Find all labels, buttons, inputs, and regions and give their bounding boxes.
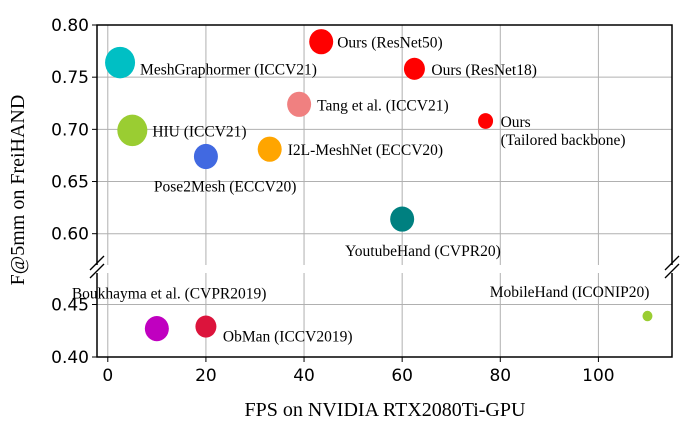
x-tick-label: 80 xyxy=(489,366,511,386)
axis-break-mark xyxy=(664,263,680,279)
point-label: (Tailored backbone) xyxy=(501,132,626,149)
point-label: Pose2Mesh (ECCV20) xyxy=(154,178,297,195)
data-point xyxy=(257,136,282,162)
point-labels: MeshGraphormer (ICCV21) HIU (ICCV21) Pose2… xyxy=(72,35,650,346)
data-point xyxy=(403,57,425,80)
points xyxy=(105,29,653,342)
y-tick-label: 0.65 xyxy=(51,173,89,193)
point-label: YoutubeHand (CVPR20) xyxy=(345,243,501,260)
data-point xyxy=(195,315,217,338)
axis-break-mark xyxy=(89,255,105,271)
axes: 0 20 40 60 80 100 0.60 0.65 0.70 0.75 0.80 0.40 0.45 xyxy=(51,16,680,386)
data-point xyxy=(642,310,653,322)
y-axis-label: F@5mm on FreiHAND xyxy=(7,95,29,286)
data-point xyxy=(144,316,169,342)
y-tick-label: 0.40 xyxy=(51,348,89,368)
y-tick-label: 0.60 xyxy=(51,225,89,245)
y-tick-label: 0.70 xyxy=(51,120,89,140)
x-tick-label: 0 xyxy=(102,366,113,386)
point-label: Tang et al. (ICCV21) xyxy=(317,97,449,114)
point-label: ObMan (ICCV2019) xyxy=(223,329,353,346)
data-point xyxy=(105,46,136,79)
data-point xyxy=(390,206,415,232)
point-label: Ours (ResNet50) xyxy=(337,35,442,52)
data-point xyxy=(193,143,218,170)
x-axis-label: FPS on NVIDIA RTX2080Ti-GPU xyxy=(245,399,526,421)
upper-spine xyxy=(96,24,673,265)
x-tick-label: 60 xyxy=(391,366,413,386)
point-label: MeshGraphormer (ICCV21) xyxy=(140,62,317,79)
lower-spine xyxy=(96,273,673,358)
y-tick-label: 0.75 xyxy=(51,68,89,88)
y-tick-label: 0.45 xyxy=(51,296,89,316)
axis-break-mark xyxy=(89,263,105,279)
point-label: HIU (ICCV21) xyxy=(152,123,246,140)
y-tick-label: 0.80 xyxy=(51,16,89,36)
axis-break-mark xyxy=(664,255,680,271)
point-label: Ours (ResNet18) xyxy=(431,62,536,79)
point-label: I2L-MeshNet (ECCV20) xyxy=(288,142,443,159)
x-tick-label: 40 xyxy=(293,366,315,386)
point-label: MobileHand (ICONIP20) xyxy=(490,284,650,301)
point-label: Ours xyxy=(501,114,531,131)
x-tick-label: 100 xyxy=(582,366,614,386)
data-point xyxy=(309,29,334,55)
data-point xyxy=(478,113,494,129)
data-point xyxy=(117,114,148,147)
x-tick-label: 20 xyxy=(195,366,217,386)
data-point xyxy=(287,91,312,117)
point-label: Boukhayma et al. (CVPR2019) xyxy=(72,286,267,303)
